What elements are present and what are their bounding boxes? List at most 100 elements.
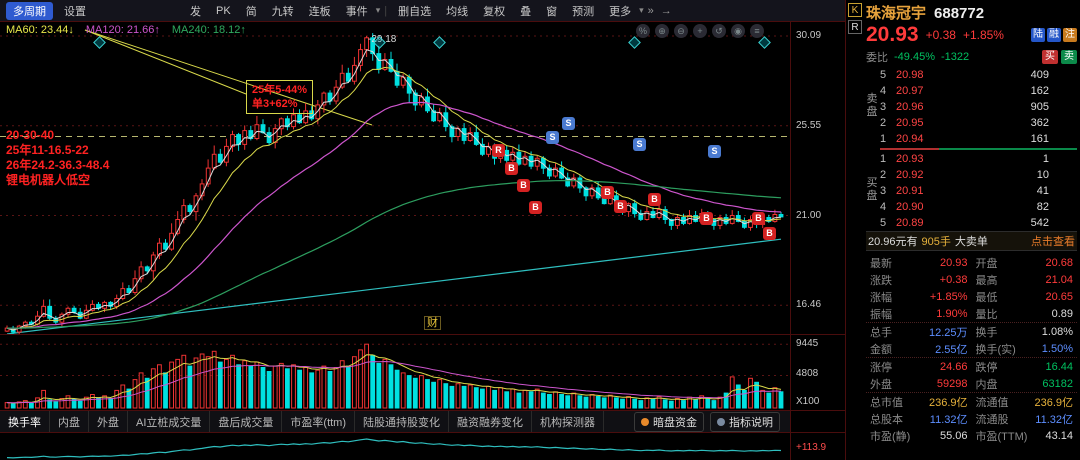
stat-row: 涨幅 +1.85% 最低 20.65 — [866, 288, 1077, 305]
crosshair-icon[interactable]: + — [693, 24, 707, 38]
volume-chart[interactable] — [0, 335, 790, 410]
toolbar-button[interactable]: 九转 — [271, 5, 294, 18]
toolbar-button[interactable]: 简 — [245, 5, 257, 18]
side-tab-K[interactable]: K — [848, 3, 862, 17]
stat-cell: 跌停 16.44 — [972, 359, 1078, 375]
weibi-label: 委比 — [866, 52, 888, 64]
toolbar-button[interactable]: 窗 — [546, 5, 558, 18]
tab-8[interactable]: 机构探测器 — [532, 411, 605, 432]
stat-row: 总手 12.25万 换手 1.08% — [866, 323, 1077, 340]
candlestick-chart[interactable] — [0, 22, 790, 337]
stat-cell: 换手(实) 1.50% — [972, 341, 1078, 357]
stat-value: 20.65 — [1045, 290, 1073, 303]
toolbar-button[interactable]: 删自选 — [398, 5, 432, 18]
stat-label: 最低 — [975, 291, 998, 304]
level-price: 20.91 — [896, 185, 924, 197]
toolbar-left-group: 多周期 设置 — [6, 1, 93, 20]
toolbar-button[interactable]: PK — [216, 4, 231, 17]
bid-row[interactable]: 4 20.90 82 — [880, 199, 1077, 215]
book-divider — [880, 148, 1077, 150]
stat-value: 11.32亿 — [1035, 413, 1073, 426]
camera-icon[interactable]: ◉ — [731, 24, 745, 38]
stat-value: 1.90% — [936, 307, 968, 320]
ask-row[interactable]: 3 20.96 905 — [880, 99, 1077, 115]
tab-1[interactable]: 内盘 — [50, 411, 89, 432]
zoom-out-icon[interactable]: ⊖ — [674, 24, 688, 38]
level-price: 20.90 — [896, 201, 924, 213]
level-number: 3 — [880, 101, 887, 113]
event-marker[interactable]: 财 — [424, 316, 441, 330]
stats-grid: 最新 20.93 开盘 20.68 涨跌 +0.38 最高 21.04 涨幅 +1.85% 最低 20… — [866, 254, 1077, 444]
tab-4[interactable]: 盘后成交量 — [210, 411, 283, 432]
stat-label: 市盈(TTM) — [975, 430, 1028, 443]
tabbar-button[interactable]: 暗盘资金 — [634, 411, 704, 432]
sell-signal-badge: S — [562, 117, 575, 130]
tabbar-button[interactable]: 指标说明 — [710, 411, 780, 432]
stat-cell: 涨跌 +0.38 — [866, 272, 972, 288]
stat-label: 换手(实) — [975, 343, 1016, 356]
tab-2[interactable]: 外盘 — [89, 411, 128, 432]
stat-cell: 振幅 1.90% — [866, 306, 972, 322]
tabbar-button-label: 指标说明 — [729, 416, 773, 429]
volume-pane[interactable] — [0, 334, 790, 410]
main-chart[interactable]: MA60: 23.44↓ MA120: 21.66↑ MA240: 18.12↑ %… — [0, 22, 790, 337]
tab-5[interactable]: 市盈率(ttm) — [282, 411, 356, 432]
bid-row[interactable]: 1 20.93 1 — [880, 151, 1077, 167]
tab-3[interactable]: AI立桩成交量 — [128, 411, 211, 432]
stock-name: 珠海冠宇 — [866, 5, 927, 22]
stat-label: 金额 — [870, 343, 892, 356]
view-details-link[interactable]: 点击查看 — [1031, 236, 1075, 248]
menu-icon[interactable]: ≡ — [750, 24, 764, 38]
toolbar-button[interactable]: 多周期 — [6, 1, 53, 20]
level-price: 20.96 — [896, 101, 924, 113]
pin-icon[interactable]: » — [647, 4, 654, 17]
price-axis-label: 30.09 — [796, 30, 822, 41]
toolbar-button[interactable]: 发 — [190, 5, 201, 18]
ask-row[interactable]: 5 20.98 409 — [880, 67, 1077, 83]
ma-label: MA240: 18.12↑ — [171, 24, 246, 36]
last-price: 20.93 — [866, 23, 919, 46]
tab-6[interactable]: 陆股通持股变化 — [355, 411, 450, 432]
ma-label: MA60: 23.44↓ — [6, 24, 74, 36]
toolbar-right-group: 发 PK 简九转 连板 事件 ▾ | 删自选 均线 复权叠窗预测 更多 ▾» → — [183, 2, 675, 20]
arrow-icon[interactable]: → — [660, 4, 672, 17]
toolbar-button[interactable]: 更多 — [609, 5, 632, 18]
stat-row: 外盘 59298 内盘 63182 — [866, 375, 1077, 393]
buy-signal-badge: B — [529, 201, 542, 214]
level-volume: 41 — [1036, 185, 1049, 197]
buy-signal-badge: B — [517, 179, 530, 192]
tab-7[interactable]: 融资融券变化 — [449, 411, 533, 432]
stat-value: 2.55亿 — [935, 343, 968, 356]
buy-signal-badge: B — [700, 212, 713, 225]
price-axis-label: 25.55 — [796, 120, 822, 131]
toolbar-button[interactable]: 复权 — [483, 5, 506, 18]
weibi-row: 委比 -49.45% -1322 买 卖 — [866, 48, 1077, 66]
stat-value: 21.04 — [1045, 273, 1073, 286]
refresh-icon[interactable]: ↺ — [712, 24, 726, 38]
toolbar-button[interactable]: 叠 — [520, 5, 532, 18]
bid-row[interactable]: 2 20.92 10 — [880, 167, 1077, 183]
stat-label: 最高 — [975, 274, 998, 287]
tab-0[interactable]: 换手率 — [0, 411, 50, 432]
ask-row[interactable]: 4 20.97 162 — [880, 83, 1077, 99]
toolbar-button[interactable]: 设置 — [64, 5, 86, 18]
toolbar-button[interactable]: 均线 — [446, 5, 469, 18]
bid-row[interactable]: 3 20.91 41 — [880, 183, 1077, 199]
ask-row[interactable]: 2 20.95 362 — [880, 115, 1077, 131]
toolbar-button[interactable]: 预测 — [572, 5, 595, 18]
volume-axis-label: X100 — [796, 396, 820, 407]
stat-cell: 总股本 11.32亿 — [866, 411, 972, 427]
toolbar-button[interactable]: 事件 — [345, 5, 368, 18]
sub-indicator-pane[interactable] — [0, 432, 790, 460]
stat-value: 1.08% — [1041, 325, 1073, 338]
toolbar-button[interactable]: 连板 — [308, 5, 331, 18]
sell-button[interactable]: 卖 — [1061, 50, 1077, 64]
bid-row[interactable]: 5 20.89 542 — [880, 215, 1077, 231]
percent-icon[interactable]: % — [636, 24, 650, 38]
big-order-qty: 905手 — [921, 236, 951, 248]
buy-button[interactable]: 买 — [1042, 50, 1058, 64]
zoom-in-icon[interactable]: ⊕ — [655, 24, 669, 38]
weibi-value: -49.45% — [894, 51, 935, 63]
ask-row[interactable]: 1 20.94 161 — [880, 131, 1077, 147]
side-tab-R[interactable]: R — [848, 20, 862, 34]
